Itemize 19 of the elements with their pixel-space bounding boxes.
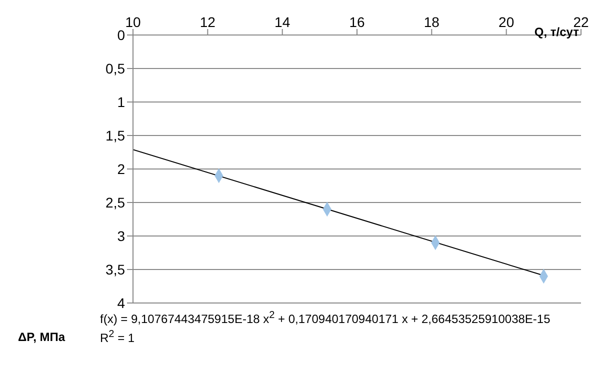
y-tick-label: 3,5 <box>106 261 126 278</box>
y-tick-label: 3 <box>117 228 126 244</box>
y-tick-label: 1 <box>117 94 126 110</box>
x-tick-label: 14 <box>274 14 290 30</box>
text: f(x) = 9,10767443475915E-18 x$^{2}$ + 0,170940170940171 x + 2,66453525910038E-15 <box>100 310 550 326</box>
x-tick-label: 22 <box>573 14 589 30</box>
x-tick-label: 16 <box>349 14 365 30</box>
x-tick-label: 20 <box>498 14 514 30</box>
text: R$^{2}$ = 1 <box>100 328 136 346</box>
x-tick-label: 12 <box>200 14 216 30</box>
y-tick-label: 2,5 <box>106 194 126 210</box>
y-tick-label: 0,5 <box>106 60 126 76</box>
y-axis-title: ΔP, МПа <box>18 330 66 344</box>
y-tick-label: 0 <box>117 26 126 43</box>
y-tick-label: 2 <box>117 160 126 177</box>
x-tick-label: 10 <box>125 14 141 30</box>
y-tick-label: 4 <box>117 294 126 311</box>
x-tick-label: 18 <box>424 14 440 30</box>
y-tick-label: 1,5 <box>106 127 126 144</box>
